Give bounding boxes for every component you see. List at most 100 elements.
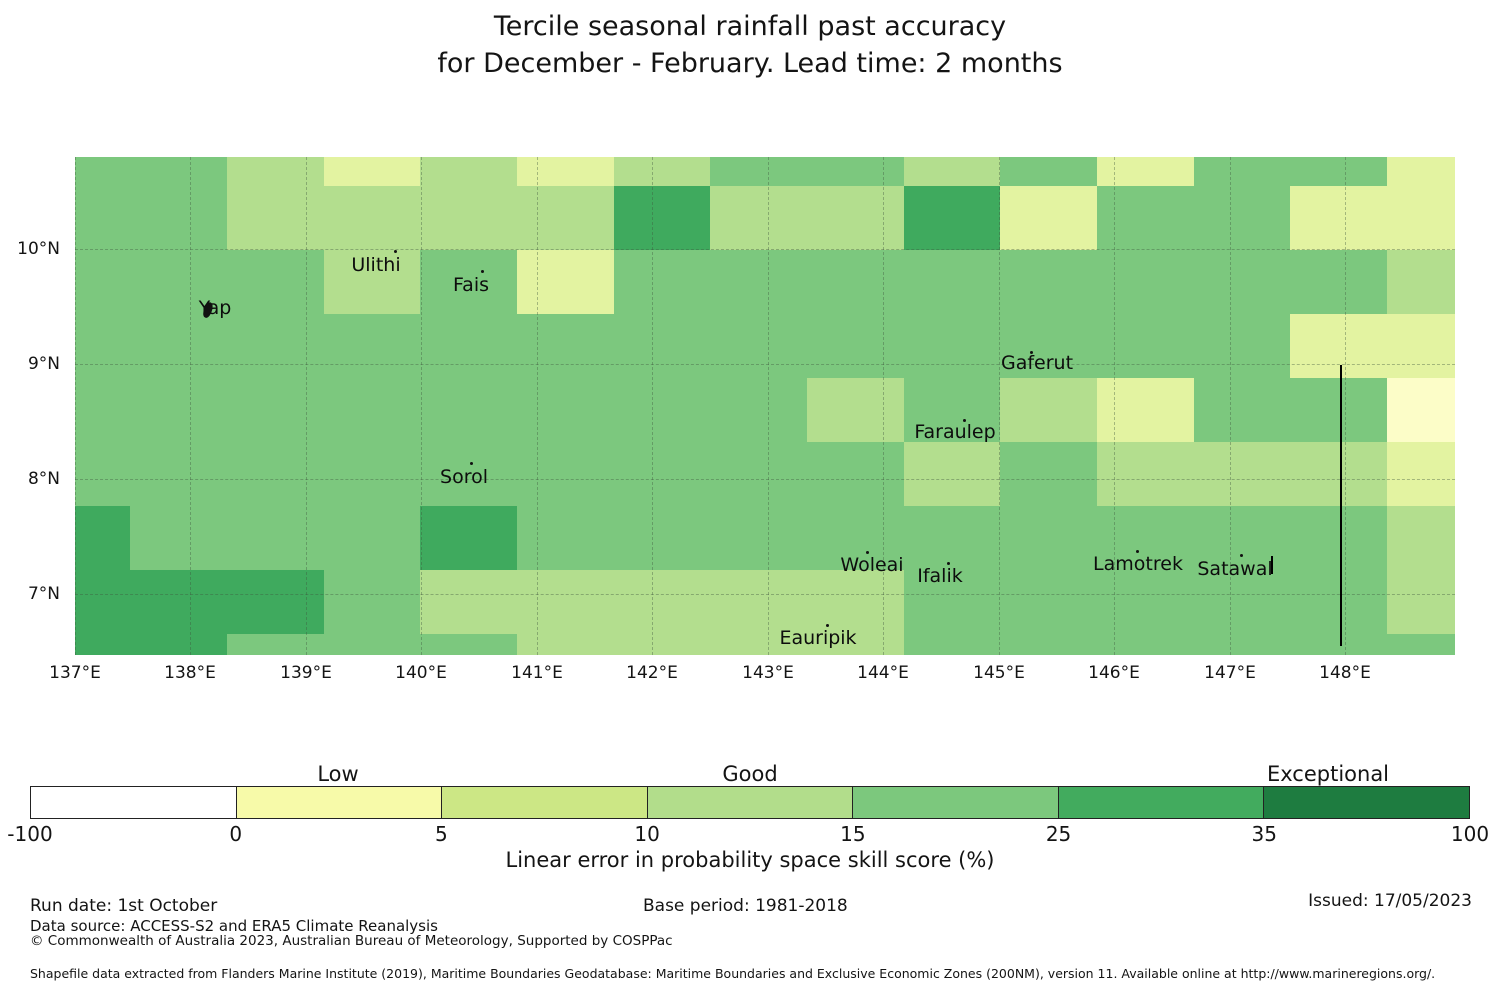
x-axis-tick-label: 148°E [1319,663,1371,683]
map-cell [1194,442,1291,507]
x-axis-tick-label: 146°E [1088,663,1140,683]
colorbar-segment [236,787,443,818]
map-cell [710,314,808,379]
x-axis-tick-label: 140°E [395,663,447,683]
map-cell [1194,250,1291,315]
x-axis-tick-label: 143°E [742,663,794,683]
x-axis-tick-label: 141°E [511,663,563,683]
map-cell [1000,378,1098,443]
chart-title-line1: Tercile seasonal rainfall past accuracy [493,11,1007,42]
island-dot [1030,351,1033,354]
colorbar-tick-label: 15 [840,822,866,846]
eez-boundary-line [1271,556,1273,574]
map-cell [420,250,518,315]
map-cell [904,250,1001,315]
island-dot [394,250,397,253]
colorbar-tick-label: 25 [1045,822,1072,846]
map-cell [1290,570,1388,635]
map-cell [130,314,228,379]
island-label: Faraulep [914,421,996,443]
colorbar-segment [31,787,237,818]
map-cell [807,250,905,315]
map-cell [1000,634,1098,655]
map-plot: Yap Ulithi Fais Gaferut Faraulep Sorol Woleai I… [75,157,1455,655]
map-cell [517,186,615,251]
island-label: Ulithi [351,254,401,276]
latitude-gridline [75,594,1455,595]
island-dot [1240,554,1243,557]
island-label: Gaferut [1000,352,1074,374]
colorbar-segment [1058,787,1265,818]
map-cell [227,314,325,379]
colorbar-segment [853,787,1059,818]
island-dot [1136,550,1139,553]
map-cell [614,186,711,251]
island-dot [866,551,869,554]
chart-title-line2: for December - February. Lead time: 2 mo… [437,48,1063,79]
map-cell [1097,442,1195,507]
map-cell [324,378,421,443]
run-date-text: Run date: 1st October [30,896,218,916]
data-source-text: Data source: ACCESS-S2 and ERA5 Climate … [30,917,438,935]
map-cell [1194,186,1291,251]
colorbar-range-label: Good [722,762,778,786]
map-cell [227,442,325,507]
longitude-gridline [1345,157,1346,655]
x-axis-tick-label: 138°E [164,663,216,683]
map-cell [807,378,905,443]
map-cell [420,570,518,635]
map-cell [614,634,711,655]
x-axis-tick-label: 137°E [49,663,101,683]
island-dot [826,624,829,627]
eez-boundary-line [1340,365,1342,646]
map-cell [75,442,131,507]
longitude-gridline [999,157,1000,655]
map-cell [227,186,325,251]
map-cell [324,570,421,635]
colorbar-segment [1264,787,1470,818]
map-cell [614,570,711,635]
map-cell [904,186,1001,251]
map-cell [807,314,905,379]
map-cell [1097,378,1195,443]
map-cell [710,186,808,251]
map-cell [807,634,905,655]
map-cell [324,634,421,655]
map-cell [130,634,228,655]
map-cell [1387,506,1455,571]
map-cell [1194,634,1291,655]
map-cell [227,157,325,187]
longitude-gridline [652,157,653,655]
map-cell [1290,442,1388,507]
base-period-text: Base period: 1981-2018 [643,896,848,916]
map-cell [517,634,615,655]
colorbar-range-label: Low [317,762,359,786]
map-cell [420,378,518,443]
map-cell [324,186,421,251]
map-cell [517,378,615,443]
map-cell [420,506,518,571]
shapefile-attribution-text: Shapefile data extracted from Flanders M… [30,966,1436,981]
map-cell [614,314,711,379]
map-cell [1000,570,1098,635]
map-cell [614,250,711,315]
map-cell [1387,442,1455,507]
y-axis-tick-label: 10°N [17,239,60,259]
map-cell [1290,314,1388,379]
map-cell [1290,250,1388,315]
map-cell [614,157,711,187]
map-cell [1387,314,1455,379]
map-cell [710,634,808,655]
latitude-gridline [75,364,1455,365]
map-cell [807,570,905,635]
map-cell [130,570,228,635]
map-cell [1097,506,1195,571]
map-cell [1387,634,1455,655]
colorbar-tick-label: 0 [229,822,243,846]
map-cell [130,186,228,251]
island-dot [481,270,484,273]
map-cell [420,157,518,187]
island-label: Fais [452,274,490,296]
map-cell [324,442,421,507]
